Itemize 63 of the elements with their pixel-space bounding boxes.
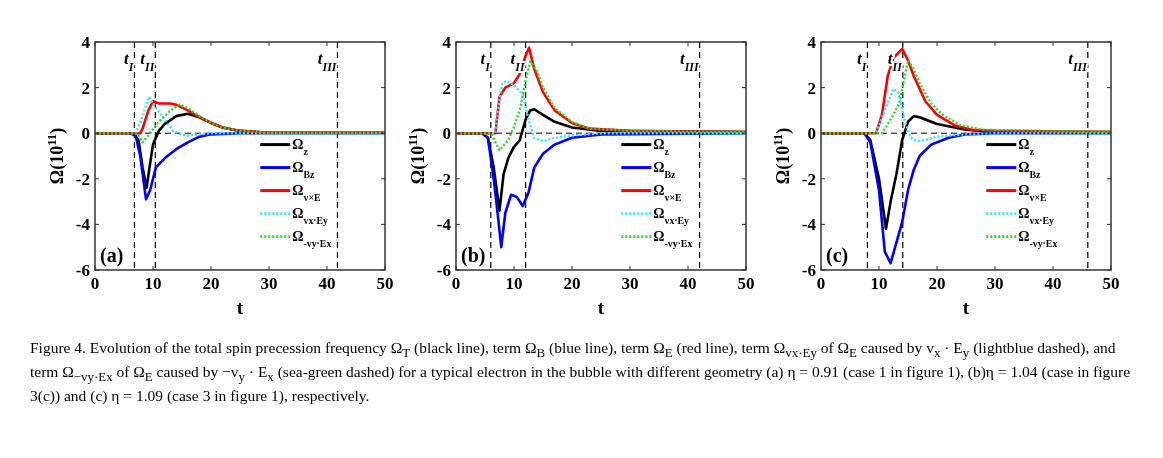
legend-label: Ω$_{z}$	[1018, 136, 1035, 157]
ref-line-label: t$_{III}$	[317, 49, 337, 74]
x-tick-label: 10	[144, 274, 162, 293]
annotation: (c)	[826, 244, 849, 267]
y-tick-label: 2	[81, 78, 90, 98]
x-tick-label: 20	[202, 274, 220, 293]
annotation: (b)	[461, 244, 486, 267]
legend-label: Ω$_{vx·Ey}$	[292, 205, 329, 226]
y-tick-label: -2	[801, 169, 816, 189]
x-tick-label: 30	[260, 274, 278, 293]
y-tick-label: -4	[436, 215, 452, 235]
y-tick-label: -4	[801, 215, 817, 235]
x-tick-label: 40	[1044, 274, 1062, 293]
x-tick-label: 30	[986, 274, 1004, 293]
legend-label: Ω$_{Bz}$	[653, 159, 677, 180]
x-tick-label: 20	[928, 274, 946, 293]
legend-label: Ω$_{Bz}$	[292, 159, 316, 180]
legend-label: Ω$_{v×E}$	[292, 182, 321, 203]
legend-label: Ω$_{z}$	[653, 136, 670, 157]
x-tick-label: 30	[621, 274, 639, 293]
x-tick-label: 50	[1102, 274, 1120, 293]
ref-line-label: t$_{II}$	[140, 49, 155, 74]
x-tick-label: 50	[376, 274, 394, 293]
legend-label: Ω$_{Bz}$	[1018, 159, 1042, 180]
x-axis-title: t	[597, 297, 605, 318]
legend-label: Ω$_{vx·Ey}$	[1018, 205, 1055, 226]
x-tick-label: 20	[563, 274, 581, 293]
annotation: (a)	[100, 244, 124, 267]
y-tick-label: -6	[436, 261, 451, 280]
y-tick-label: 4	[807, 33, 817, 52]
x-tick-label: 10	[870, 274, 888, 293]
y-tick-label: 4	[81, 33, 91, 52]
legend-label: Ω$_{-vy·Ex}$	[292, 228, 332, 249]
ref-line-label: t$_{I}$	[124, 49, 134, 74]
legend-label: Ω$_{z}$	[292, 136, 309, 157]
legend-label: Ω$_{vx·Ey}$	[653, 205, 690, 226]
legend-label: Ω$_{v×E}$	[1018, 182, 1047, 203]
ref-line-label: t$_{II}$	[887, 49, 903, 74]
y-tick-label: 0	[807, 124, 816, 144]
ref-line-label: t$_{I}$	[480, 49, 491, 74]
legend-label: Ω$_{-vy·Ex}$	[1018, 228, 1058, 249]
y-tick-label: 2	[442, 78, 451, 98]
x-tick-label: 10	[505, 274, 523, 293]
x-axis-title: t	[962, 297, 970, 318]
x-axis-title: t	[236, 297, 244, 318]
x-tick-label: 40	[679, 274, 697, 293]
y-tick-label: 4	[442, 33, 452, 52]
ref-line-label: t$_{III}$	[1068, 49, 1088, 74]
y-tick-label: -2	[436, 169, 451, 189]
ref-line-label: t$_{I}$	[857, 49, 867, 74]
ref-line-label: t$_{III}$	[679, 49, 699, 74]
x-tick-label: 40	[318, 274, 336, 293]
x-tick-label: 50	[737, 274, 755, 293]
y-tick-label: -4	[75, 215, 91, 235]
y-tick-label: -6	[801, 261, 816, 280]
y-tick-label: -6	[75, 261, 90, 280]
text: Figure 4. Evolution of the total spin precession frequency Ω$_{T}$ (black line), term Ω$_{B}$ (blue line), term Ω$_{E}$ (red line), term Ω$_{vx·Ey}$ of Ω$_{E}$ caused by v$_{x}$ · E$_{y}$ (lightblue dashed), and term Ω$_{−vy·Ex}$ of Ω$_{E}$ caused by −v$_{y}$ · E$_{x}$ (sea-green dashed) for a typical electron in the bubble with different geometry (a) η = 0.91 (case 1 in figure 1), (b)η = 1.04 (case in figure 3(c)) and (c) η = 1.09 (case 3 in figure 1), respectively.	[30, 339, 1131, 405]
legend-label: Ω$_{-vy·Ex}$	[653, 228, 693, 249]
y-tick-label: 2	[807, 78, 816, 98]
y-tick-label: 0	[442, 124, 451, 144]
y-tick-label: -2	[75, 169, 90, 189]
y-tick-label: 0	[81, 124, 90, 144]
legend-label: Ω$_{v×E}$	[653, 182, 682, 203]
